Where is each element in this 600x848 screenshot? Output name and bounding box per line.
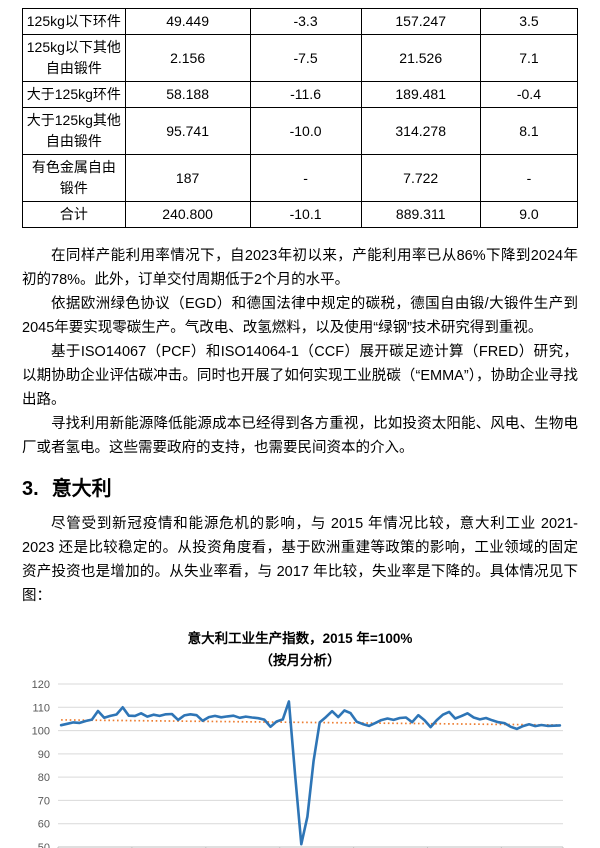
row-label: 有色金属自由锻件: [22, 154, 126, 202]
table-cell: 2.156: [124, 34, 251, 82]
section-number: 3.: [22, 478, 39, 500]
table-cell: -10.0: [249, 107, 362, 155]
table-cell: 889.311: [360, 201, 481, 228]
body-paragraph: 寻找利用新能源降低能源成本已经得到各方重视，比如投资太阳能、风电、生物电厂或者氢…: [22, 416, 578, 456]
section-heading: 3. 意大利: [22, 476, 578, 502]
body-text-block: 在同样产能利用率情况下，自2023年初以来，产能利用率已从86%下降到2024年…: [22, 244, 578, 460]
table-row: 大于125kg其他自由锻件 95.741 -10.0 314.278 8.1: [22, 107, 579, 155]
row-label: 125kg以下其他自由锻件: [22, 34, 126, 82]
svg-text:110: 110: [32, 702, 50, 714]
table-cell: 3.5: [479, 8, 579, 35]
table-cell: 157.247: [360, 8, 481, 35]
table-cell: -10.1: [249, 201, 362, 228]
line-chart-canvas: 5060708090100110120135791120171357911201…: [32, 679, 564, 848]
body-paragraph: 基于ISO14067（PCF）和ISO14064-1（CCF）展开碳足迹计算（F…: [22, 344, 578, 408]
table-cell: 9.0: [479, 201, 579, 228]
table-cell: -11.6: [249, 81, 362, 108]
svg-text:90: 90: [38, 749, 50, 761]
table-cell: 7.1: [479, 34, 579, 82]
table-row-total: 合计 240.800 -10.1 889.311 9.0: [22, 201, 579, 228]
chart-subtitle: （按月分析）: [259, 653, 341, 668]
table-cell: -7.5: [249, 34, 362, 82]
table-cell: -3.3: [249, 8, 362, 35]
body-paragraph: 尽管受到新冠疫情和能源危机的影响，与 2015 年情况比较，意大利工业 2021…: [22, 516, 578, 604]
row-label: 合计: [22, 201, 126, 228]
table-row: 大于125kg环件 58.188 -11.6 189.481 -0.4: [22, 81, 579, 108]
table-cell: 187: [124, 154, 251, 202]
table-row: 125kg以下其他自由锻件 2.156 -7.5 21.526 7.1: [22, 34, 579, 82]
chart-title: 意大利工业生产指数，2015 年=100%: [187, 631, 413, 646]
chart-plot-area: 5060708090100110120135791120171357911201…: [22, 676, 578, 848]
svg-text:80: 80: [38, 772, 50, 784]
table-row: 有色金属自由锻件 187 - 7.722 -: [22, 154, 579, 202]
table-cell: 314.278: [360, 107, 481, 155]
table-cell: -: [479, 154, 579, 202]
table-cell: 8.1: [479, 107, 579, 155]
svg-text:60: 60: [38, 819, 50, 831]
row-label: 大于125kg环件: [22, 81, 126, 108]
table-cell: 21.526: [360, 34, 481, 82]
table-cell: 7.722: [360, 154, 481, 202]
body-paragraph: 依据欧洲绿色协议（EGD）和德国法律中规定的碳税，德国自由锻/大锻件生产到204…: [22, 296, 578, 336]
forgings-data-table: 125kg以下环件 49.449 -3.3 157.247 3.5 125kg以…: [22, 8, 579, 228]
body-paragraph: 在同样产能利用率情况下，自2023年初以来，产能利用率已从86%下降到2024年…: [22, 248, 578, 288]
svg-text:100: 100: [32, 726, 50, 738]
table-cell: 49.449: [124, 8, 251, 35]
row-label: 125kg以下环件: [22, 8, 126, 35]
table-cell: 58.188: [124, 81, 251, 108]
italy-text-block: 尽管受到新冠疫情和能源危机的影响，与 2015 年情况比较，意大利工业 2021…: [22, 512, 578, 608]
table-cell: 240.800: [124, 201, 251, 228]
svg-text:120: 120: [32, 679, 50, 691]
svg-text:50: 50: [38, 842, 50, 848]
row-label: 大于125kg其他自由锻件: [22, 107, 126, 155]
table-row: 125kg以下环件 49.449 -3.3 157.247 3.5: [22, 8, 579, 35]
industrial-production-chart: 意大利工业生产指数，2015 年=100% （按月分析） 50 60 70 80 90 1…: [22, 628, 578, 848]
table-cell: 189.481: [360, 81, 481, 108]
svg-text:70: 70: [38, 795, 50, 807]
table-cell: -0.4: [479, 81, 579, 108]
table-cell: -: [249, 154, 362, 202]
table-cell: 95.741: [124, 107, 251, 155]
section-title: 意大利: [51, 478, 112, 500]
